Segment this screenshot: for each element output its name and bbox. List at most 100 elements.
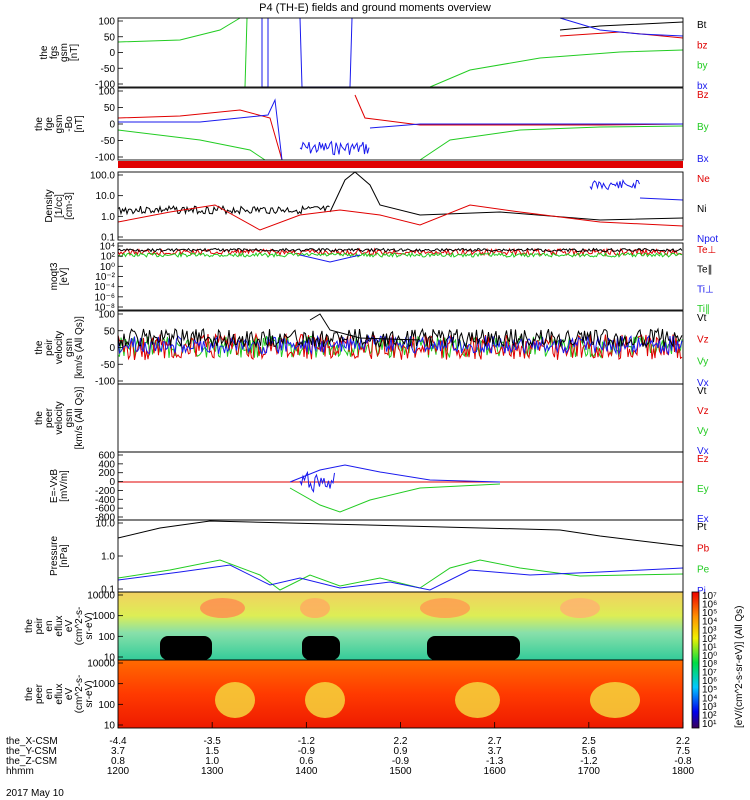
y-axis-label: eflux [54,615,65,636]
x-tick-label: 1700 [578,766,601,777]
colorbar-tick-label: 10³ [702,702,717,713]
spectrogram-electron-blob [590,682,640,718]
panel-frame [117,519,684,593]
ephemeris-value: 2.7 [488,736,502,747]
colorbar-tick-label: 10³ [702,625,717,636]
y-axis-label: peer [34,683,45,704]
legend-bz: Bz [697,90,709,101]
y-tick-label: 10⁴ [100,242,115,253]
colorbar-ticks: 10⁷10⁶10⁵10⁴10³10²10¹10⁰10⁸10⁷10⁶10⁵10⁴1… [702,591,717,730]
ephemeris-value: -3.5 [204,736,222,747]
series-line [117,204,330,216]
legend-bz: bz [697,40,708,51]
series-line [117,251,683,258]
ephemeris-value: -0.9 [392,756,410,767]
y-tick-label: -50 [101,360,116,371]
ephemeris-value: -1.3 [486,756,504,767]
y-axis-label: gsm [64,409,75,428]
series-line [117,520,684,547]
series-line [118,98,283,161]
y-tick-label: 0 [109,120,115,131]
legend-vt: Vt [697,313,707,324]
y-tick-label: 600 [98,451,115,462]
y-tick-label: -100 [95,377,115,388]
y-tick-label: -200 [95,486,115,497]
ephemeris-value: -0.9 [298,746,316,757]
series-line [261,18,269,88]
series-line [419,125,684,161]
series-line [117,247,683,257]
y-axis-label: [eV] [59,267,70,285]
series-line [117,204,684,231]
y-axis-label: sr-eV) [84,612,95,639]
y-tick-label: 10⁻⁶ [94,292,115,303]
y-axis-label: eflux [54,683,65,704]
ephemeris-value: -0.8 [674,756,692,767]
y-tick-label: 200 [98,468,115,479]
spectrogram-ion-blob [560,598,600,618]
panels [118,161,683,728]
ephemeris-label: the_Z-CSM [6,756,57,767]
series-line [589,178,640,191]
y-tick-label: 10 [104,653,116,664]
spectrogram-ion-blob [200,598,245,618]
spectrogram-ion-void [160,636,212,660]
figure-title: P4 (TH-E) fields and ground moments over… [259,2,491,14]
y-axis-label: en [44,688,55,699]
spectrogram-electron [118,660,683,728]
y-axis-label: gsm [59,43,70,62]
y-axis-label: -Bo [64,116,75,132]
y-axis-label: peir [44,338,55,355]
y-tick-label: 10⁻² [95,272,115,283]
series-line [117,17,241,43]
spectrogram-ion-void [302,636,340,660]
legend-vy: Vy [697,356,708,367]
y-axis-label: the [39,45,50,59]
legend-pb: Pb [697,543,710,554]
legend-pt: Pt [697,522,707,533]
y-axis-label: Pressure [49,536,60,576]
ephemeris-label: the_X-CSM [6,736,58,747]
series-line [299,17,353,88]
y-tick-label: 0.1 [101,233,115,244]
legend-vz: Vz [697,335,709,346]
legend-pe: Pe [697,565,710,576]
y-tick-label: 10.0 [96,191,116,202]
ephemeris-value: 3.7 [111,746,125,757]
y-axis-label: peer [44,407,55,428]
series-line [117,247,683,253]
legend-vy: Vy [697,426,708,437]
ephemeris-value: 0.8 [111,756,125,767]
x-tick-label: 1200 [107,766,130,777]
colorbar-tick-label: 10² [702,634,717,645]
y-tick-label: 400 [98,459,115,470]
series-line [559,21,684,31]
legend-by: By [697,122,709,133]
ephemeris-value: 7.5 [676,746,690,757]
legend-ne: Ne [697,174,710,185]
legend-vx: Vx [697,446,709,457]
y-tick-label: 100 [98,310,115,321]
y-axis-label: the [24,619,35,633]
legend-ex: Ex [697,514,709,525]
colorbar-tick-label: 10⁷ [702,591,717,602]
y-tick-label: 10² [101,252,116,263]
legend-npot: Npot [697,234,718,245]
series-line [354,94,684,126]
legend-bx: Bx [697,154,709,165]
ephemeris-value: 2.2 [676,736,690,747]
legend-bt: Bt [697,20,707,31]
legend-vt: Vt [697,386,707,397]
y-axis-label: [nT] [74,115,85,132]
ephemeris-value: -4.4 [109,736,127,747]
y-tick-label: 10 [104,721,116,732]
y-tick-label: 1000 [93,679,116,690]
colorbar-tick-label: 10⁴ [702,693,717,704]
y-tick-label: 10⁰ [100,262,115,273]
y-tick-label: 100 [98,700,115,711]
y-axis-label: [km/s (All Qs)] [74,316,85,379]
panel-frame [117,171,684,241]
colorbar-tick-label: 10⁶ [702,676,717,687]
y-axis-label: gsm [54,115,65,134]
series-line [117,564,684,591]
